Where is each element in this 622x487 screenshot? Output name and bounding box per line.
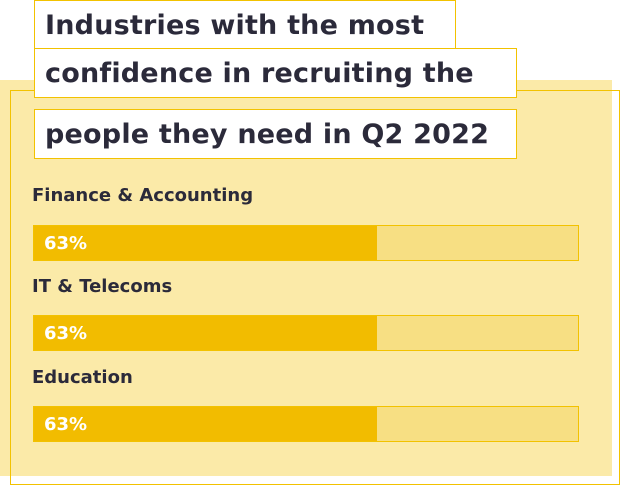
category-label-it-telecoms: IT & Telecoms xyxy=(32,276,173,297)
bar-value-label-it-telecoms: 63% xyxy=(44,322,88,344)
bar-finance-accounting xyxy=(34,226,377,260)
bar-track-finance-accounting: 63% xyxy=(33,225,579,261)
bar-it-telecoms xyxy=(34,316,377,350)
category-label-finance-accounting: Finance & Accounting xyxy=(32,185,254,206)
bar-value-label-finance-accounting: 63% xyxy=(44,232,88,254)
chart-title-line-3: people they need in Q2 2022 xyxy=(34,109,517,159)
category-label-education: Education xyxy=(32,367,133,388)
bar-track-education: 63% xyxy=(33,406,579,442)
bar-education xyxy=(34,407,377,441)
chart-title-line-1: Industries with the most xyxy=(34,0,456,50)
bar-value-label-education: 63% xyxy=(44,413,88,435)
bar-track-it-telecoms: 63% xyxy=(33,315,579,351)
chart-title-line-2: confidence in recruiting the xyxy=(34,48,517,98)
